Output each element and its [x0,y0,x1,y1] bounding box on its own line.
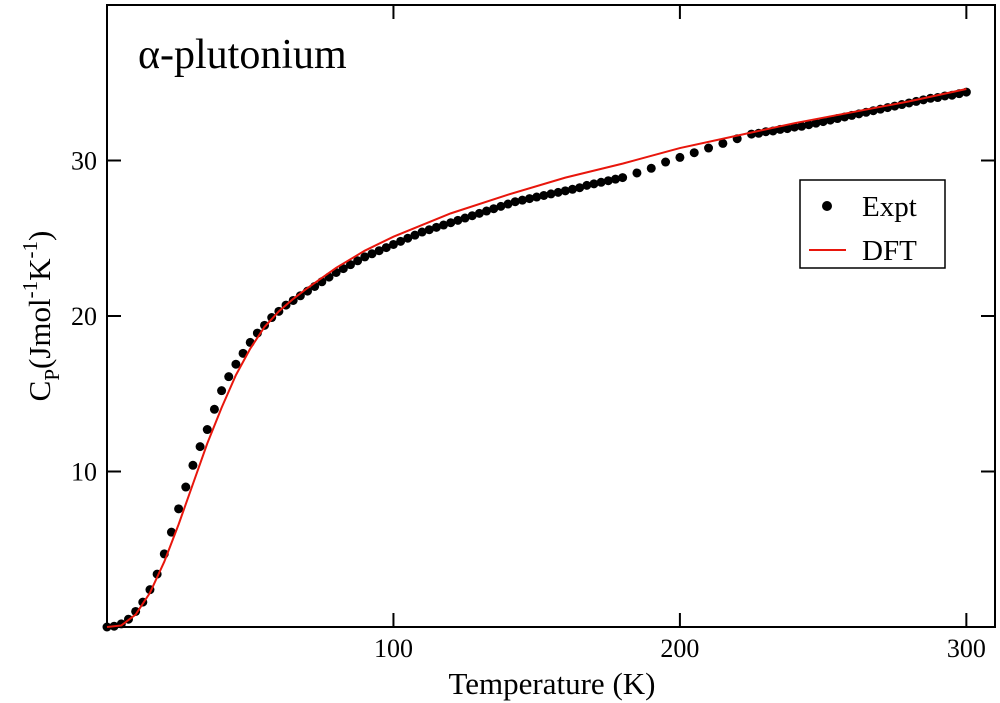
y-label-sup: -1 [18,281,42,299]
data-point [353,256,363,266]
y-label-part: ) [22,231,57,241]
data-point [539,190,549,200]
data-point [474,208,484,218]
data-point [431,222,441,232]
legend-label: DFT [862,235,917,267]
data-point [224,372,234,382]
data-point [618,173,628,183]
data-point [217,386,227,396]
data-point [374,246,384,256]
data-point [489,204,499,214]
data-point [188,460,198,470]
data-point [367,249,377,259]
data-point [231,359,241,369]
data-point [632,168,642,178]
data-point [295,291,305,301]
data-point [811,118,821,128]
data-point [689,148,699,158]
data-point [381,243,391,253]
y-label-part: (Jmol [22,298,57,369]
legend-marker [822,201,832,211]
data-point [238,348,248,358]
data-point [345,260,355,270]
data-point [467,211,477,221]
data-point [582,180,592,190]
data-point [131,606,141,616]
data-point [453,215,463,225]
legend-box [799,179,946,269]
data-point [818,117,828,127]
data-point [804,120,814,130]
data-point [517,195,527,205]
data-point [396,236,406,246]
y-axis-label: CP(Jmol-1K-1) [18,231,64,402]
y-label-sup: -1 [18,241,42,259]
x-tick-label: 200 [660,634,699,663]
data-point [797,121,807,131]
x-tick-label: 300 [947,634,986,663]
y-label-sub: P [40,369,64,381]
x-tick-label: 100 [374,634,413,663]
data-point [424,225,434,235]
data-point [704,143,714,153]
data-point [403,233,413,243]
data-point [532,192,542,202]
data-point [589,179,599,189]
data-point [560,186,570,196]
data-point [610,174,620,184]
data-point [460,213,470,223]
y-tick-label: 10 [71,458,97,487]
data-point [417,227,427,237]
data-point [503,199,513,209]
data-point [338,264,348,274]
data-point [718,138,728,148]
legend-label: Expt [862,191,917,223]
data-point [567,184,577,194]
data-point [789,122,799,132]
data-point [661,157,671,167]
data-point [553,187,563,197]
data-point [181,482,191,492]
y-tick-label: 20 [71,302,97,331]
data-point [782,124,792,134]
data-point [603,176,613,186]
data-point [546,189,556,199]
data-point [439,220,449,230]
plot-frame [106,4,996,628]
data-point [496,201,506,211]
data-point [202,425,212,435]
data-point [596,177,606,187]
data-point [446,218,456,228]
data-point [209,404,219,414]
data-point [410,230,420,240]
data-point [675,152,685,162]
data-point [646,163,656,173]
y-tick-label: 30 [71,147,97,176]
data-point [388,239,398,249]
x-axis-label: Temperature (K) [449,666,656,701]
annotation: α-plutonium [138,32,347,78]
data-point [525,194,535,204]
data-line [106,87,967,628]
data-point [482,206,492,216]
data-point [360,252,370,262]
y-label-part: K [22,258,57,281]
data-point [510,197,520,207]
y-label-part: C [22,381,57,402]
data-point [174,504,184,514]
data-point [195,442,205,452]
data-point [575,183,585,193]
